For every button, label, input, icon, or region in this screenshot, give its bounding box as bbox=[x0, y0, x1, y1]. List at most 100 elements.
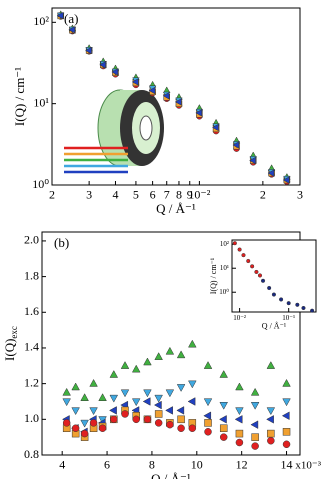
x-axis-label: Q / Å⁻¹ bbox=[262, 322, 287, 331]
data-point bbox=[241, 253, 246, 258]
data-point bbox=[143, 357, 152, 366]
cell-core bbox=[139, 115, 153, 141]
data-point bbox=[176, 384, 186, 392]
y-tick-label: 1.0 bbox=[24, 411, 39, 425]
x-tick-label: 12 bbox=[236, 458, 248, 472]
plot-frame bbox=[231, 239, 317, 313]
data-point bbox=[204, 428, 212, 436]
data-point bbox=[195, 109, 203, 117]
y-axis-label-main: I(Q) / cm⁻¹ bbox=[12, 67, 27, 126]
x-tick-label: 8 bbox=[176, 188, 182, 202]
x-tick-label: 4 bbox=[59, 458, 65, 472]
data-point bbox=[266, 415, 274, 424]
data-point bbox=[131, 398, 141, 407]
data-point bbox=[282, 398, 291, 407]
data-point bbox=[80, 429, 89, 438]
data-point bbox=[295, 302, 300, 307]
data-point bbox=[188, 380, 197, 389]
data-point bbox=[254, 269, 259, 274]
data-point bbox=[162, 92, 170, 100]
data-point bbox=[203, 361, 213, 369]
y-axis-label-main: I(Q) / cm⁻¹ bbox=[209, 257, 218, 294]
data-point bbox=[267, 169, 275, 177]
data-point bbox=[176, 350, 186, 359]
x-tick-label: 10⁻² bbox=[188, 188, 210, 202]
data-point bbox=[249, 156, 256, 165]
panel-label: (a) bbox=[64, 11, 78, 26]
data-point bbox=[267, 436, 275, 445]
sample-cell-illustration bbox=[64, 89, 164, 174]
data-point bbox=[235, 382, 244, 391]
data-point bbox=[109, 394, 119, 403]
data-point bbox=[174, 98, 182, 106]
x-tick-label: 7 bbox=[164, 188, 170, 202]
y-tick-label: 1.6 bbox=[24, 304, 39, 318]
data-point bbox=[281, 411, 290, 421]
data-point bbox=[282, 378, 291, 387]
data-point bbox=[232, 241, 237, 246]
x-axis-label: Q / Å⁻¹ bbox=[156, 201, 196, 216]
x-tick-label: 6 bbox=[150, 188, 156, 202]
data-point bbox=[282, 176, 290, 184]
data-point bbox=[250, 264, 255, 269]
data-point bbox=[56, 11, 64, 20]
data-point bbox=[279, 297, 284, 302]
y-tick-label: 10⁰ bbox=[32, 177, 49, 191]
x-tick-label: 2 bbox=[260, 188, 266, 202]
y-axis-label: I(Q) / cm⁻¹ bbox=[12, 67, 27, 126]
y-tick-label: 10¹ bbox=[33, 95, 49, 109]
data-point bbox=[187, 397, 196, 406]
data-point bbox=[188, 339, 197, 348]
y-tick-label: 1.2 bbox=[24, 375, 39, 389]
x-tick-label: 9 bbox=[187, 188, 193, 202]
y-axis-label-sub: exc bbox=[9, 326, 19, 339]
data-point bbox=[166, 420, 174, 429]
data-point bbox=[165, 389, 175, 398]
x-tick-label: 8 bbox=[149, 458, 155, 472]
data-point bbox=[68, 26, 76, 34]
data-point bbox=[132, 415, 140, 424]
data-point bbox=[62, 419, 71, 427]
data-point bbox=[267, 429, 275, 438]
x-tick-label: 14 bbox=[281, 458, 293, 472]
data-point bbox=[204, 419, 212, 427]
data-point bbox=[131, 78, 139, 86]
data-point bbox=[109, 370, 119, 378]
data-point bbox=[203, 398, 213, 407]
data-point bbox=[235, 429, 244, 438]
data-point bbox=[234, 415, 243, 424]
data-point bbox=[120, 389, 130, 398]
data-point bbox=[142, 397, 151, 406]
data-point bbox=[154, 419, 163, 427]
y-tick-label: 1.4 bbox=[24, 340, 39, 354]
data-point bbox=[153, 400, 162, 410]
data-point bbox=[177, 424, 185, 432]
data-point bbox=[250, 420, 259, 429]
data-point bbox=[271, 292, 276, 297]
data-point bbox=[203, 411, 212, 421]
data-point bbox=[154, 410, 163, 418]
y-tick-label: 0.8 bbox=[24, 447, 39, 461]
data-point bbox=[310, 308, 315, 313]
data-point bbox=[266, 407, 276, 416]
data-point bbox=[176, 406, 185, 415]
data-point bbox=[143, 389, 152, 398]
data-point bbox=[165, 406, 173, 415]
data-point bbox=[71, 424, 80, 432]
data-point bbox=[219, 370, 228, 378]
y-tick-label: 10² bbox=[33, 14, 49, 28]
data-point bbox=[154, 352, 163, 360]
panel-label: (b) bbox=[54, 235, 69, 250]
data-point bbox=[80, 419, 89, 428]
data-point bbox=[211, 123, 219, 132]
data-point bbox=[267, 285, 272, 291]
x-multiplier: x10⁻³ bbox=[295, 459, 321, 471]
data-point bbox=[266, 361, 276, 369]
y-tick-label: 10⁰ bbox=[219, 288, 229, 296]
data-point bbox=[177, 415, 185, 424]
data-point bbox=[120, 361, 130, 369]
x-tick-label: 3 bbox=[297, 188, 303, 202]
x-tick-label: 3 bbox=[86, 188, 92, 202]
data-point bbox=[286, 301, 291, 306]
data-point bbox=[131, 364, 141, 373]
